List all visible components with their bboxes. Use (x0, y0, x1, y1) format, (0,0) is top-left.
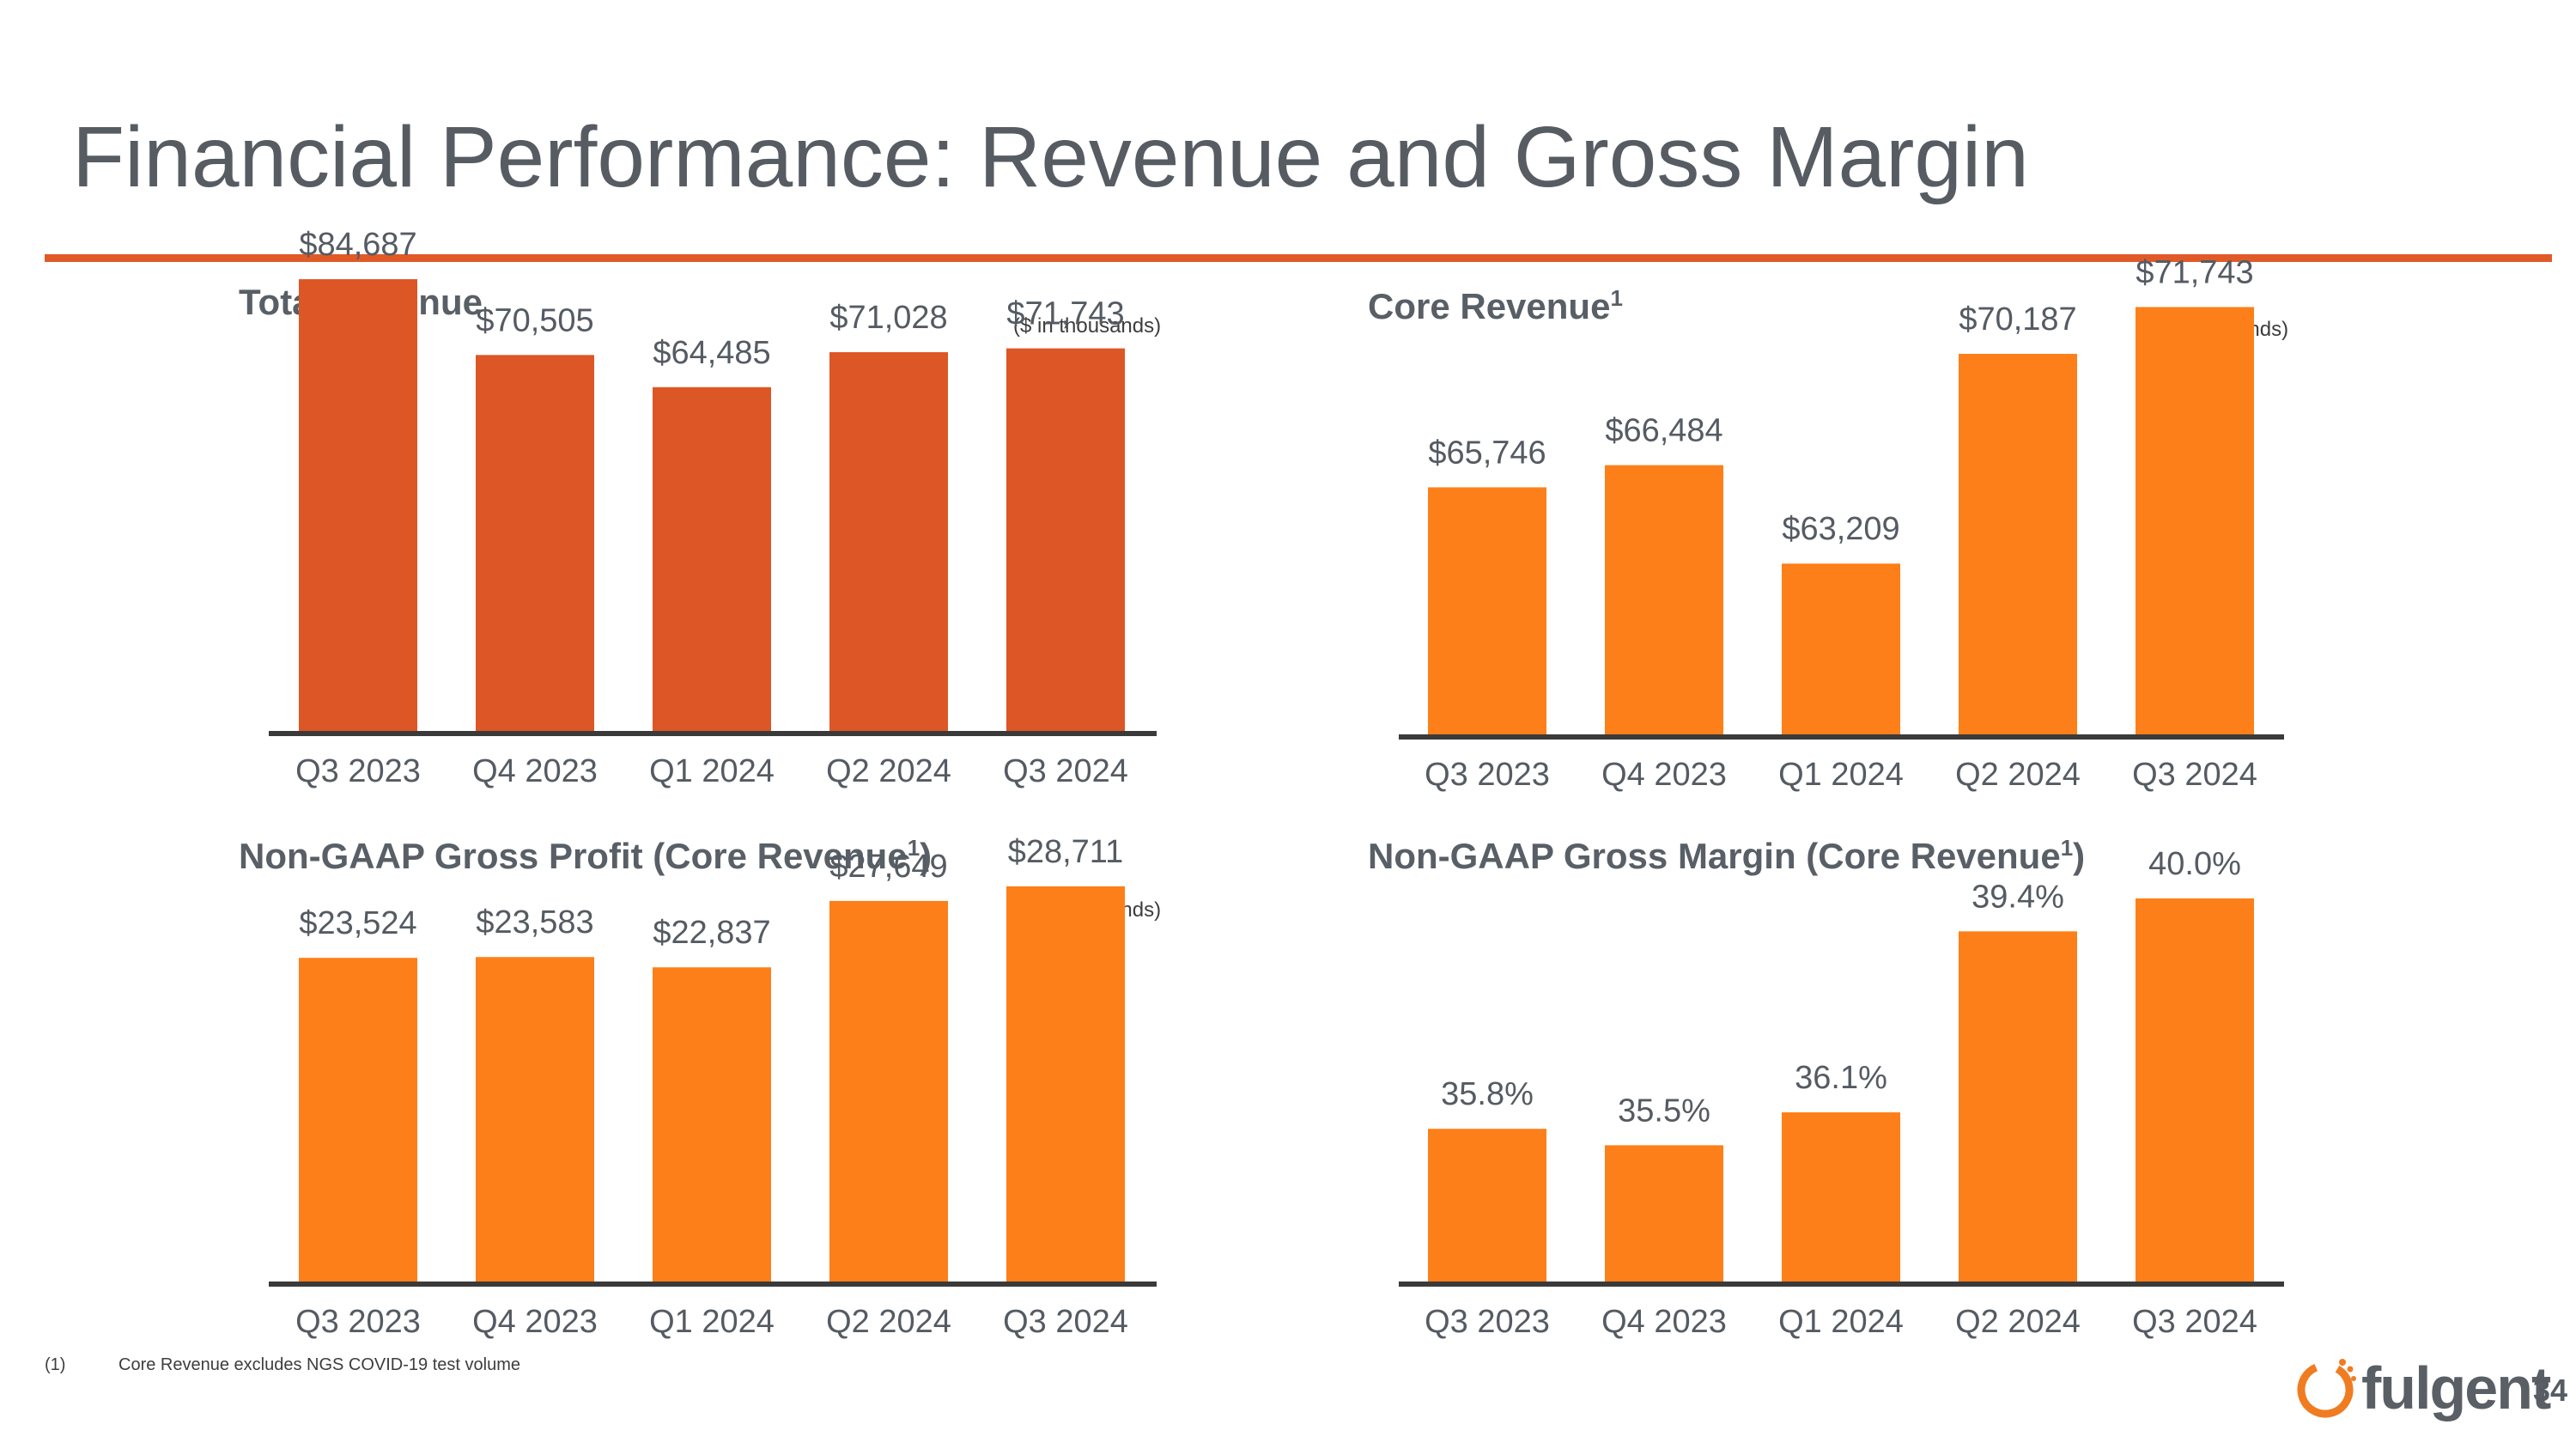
core-revenue-chart: $65,746 Q3 2023 $66,484 Q4 2023 $63,209 Q1 20… (1399, 254, 2284, 793)
gross-profit-footnote-mark: 1 (907, 835, 920, 861)
total_revenue-tick-label: Q3 2023 (295, 753, 421, 789)
gross_profit-bar (653, 967, 771, 1282)
gross_margin-tick-label: Q2 2024 (1955, 1304, 2081, 1340)
gross_profit-tick-label: Q3 2024 (1003, 1304, 1128, 1340)
core_revenue-tick-label: Q2 2024 (1955, 757, 2081, 793)
gross_profit-data-label: $28,711 (1008, 834, 1124, 870)
gross-margin-title: Non-GAAP Gross Margin (Core Revenue1) (1368, 835, 2085, 877)
total_revenue-bar (299, 279, 417, 732)
gross_profit-data-label: $22,837 (653, 915, 770, 951)
gross_margin-data-label: 39.4% (1971, 879, 2064, 915)
footnote-text: Core Revenue excludes NGS COVID-19 test … (118, 1355, 520, 1374)
core_revenue-bar (1782, 563, 1900, 735)
gross_profit-tick-label: Q1 2024 (649, 1304, 775, 1340)
gross_margin-bar (1428, 1129, 1546, 1282)
total_revenue-bar (653, 387, 771, 732)
fulgent-logo: fulgent (2293, 1352, 2551, 1424)
page-number: 34 (2533, 1373, 2568, 1408)
gross_margin-data-label: 35.5% (1618, 1093, 1710, 1129)
core_revenue-data-label: $65,746 (1428, 435, 1546, 471)
footnote-marker: (1) (45, 1355, 66, 1374)
fulgent-logo-wordmark: fulgent (2361, 1355, 2551, 1422)
gross_profit-tick-label: Q4 2023 (472, 1304, 598, 1340)
core_revenue-data-label: $63,209 (1782, 511, 1899, 547)
core_revenue-bar (1959, 353, 2077, 735)
gross_margin-bar (1782, 1112, 1900, 1282)
core_revenue-tick-label: Q3 2024 (2132, 757, 2257, 793)
gross_margin-bar (1959, 931, 2077, 1282)
gross_profit-data-label: $27,649 (829, 849, 947, 885)
gross-profit-title-suffix: ) (920, 836, 933, 876)
core-revenue-footnote-mark: 1 (1610, 285, 1623, 311)
core_revenue-tick-label: Q4 2023 (1601, 757, 1727, 793)
gross_profit-data-label: $23,583 (476, 904, 593, 941)
gross_margin-bar (1605, 1145, 1723, 1282)
gross_margin-tick-label: Q3 2023 (1425, 1304, 1550, 1340)
gross_profit-tick-label: Q3 2023 (295, 1304, 421, 1340)
gross-margin-footnote-mark: 1 (2060, 835, 2074, 861)
gross_margin-tick-label: Q3 2024 (2132, 1304, 2257, 1340)
core_revenue-bar (1428, 487, 1546, 735)
total_revenue-tick-label: Q4 2023 (472, 753, 598, 789)
gross-profit-chart: $23,524 Q3 2023 $23,583 Q4 2023 $22,837 Q1 20… (269, 834, 1157, 1340)
gross_margin-tick-label: Q4 2023 (1601, 1304, 1727, 1340)
total-revenue-unit: ($ in thousands) (1013, 314, 1162, 338)
gross_profit-bar (299, 958, 417, 1282)
total_revenue-bar (476, 355, 594, 732)
core_revenue-tick-label: Q1 2024 (1778, 757, 1904, 793)
gross_profit-tick-label: Q2 2024 (826, 1304, 951, 1340)
core_revenue-bar (2136, 307, 2254, 735)
total_revenue-bar (829, 352, 948, 732)
core_revenue-data-label: $71,743 (2136, 254, 2253, 290)
gross_profit-bar (829, 900, 948, 1282)
total-revenue-chart: $84,687 Q3 2023 $70,505 Q4 2023 $64,485 Q1 20… (269, 227, 1157, 789)
total_revenue-tick-label: Q2 2024 (826, 753, 951, 789)
gross_margin-bar (2136, 898, 2254, 1282)
core-revenue-title: Core Revenue1 (1368, 285, 1623, 327)
footnote: (1) Core Revenue excludes NGS COVID-19 t… (45, 1355, 520, 1375)
gross_margin-tick-label: Q1 2024 (1778, 1304, 1904, 1340)
total_revenue-tick-label: Q1 2024 (649, 753, 775, 789)
title-divider (45, 254, 2552, 262)
gross_profit-bar (476, 957, 594, 1282)
fulgent-logo-icon (2297, 1359, 2356, 1418)
core_revenue-bar (1605, 465, 1723, 735)
total_revenue-data-label: $70,505 (476, 302, 593, 338)
total_revenue-data-label: $71,743 (1006, 296, 1124, 332)
gross-profit-title-text: Non-GAAP Gross Profit (Core Revenue (239, 836, 908, 876)
slide-title: Financial Performance: Revenue and Gross… (72, 109, 2029, 205)
total_revenue-bar (1006, 348, 1125, 732)
gross-profit-title: Non-GAAP Gross Profit (Core Revenue1) (239, 835, 932, 877)
core_revenue-data-label: $70,187 (1959, 301, 2076, 338)
core-revenue-title-text: Core Revenue (1368, 286, 1611, 326)
total_revenue-data-label: $64,485 (653, 335, 770, 371)
gross-margin-title-text: Non-GAAP Gross Margin (Core Revenue (1368, 836, 2061, 876)
gross_margin-data-label: 35.8% (1441, 1076, 1534, 1112)
total_revenue-data-label: $71,028 (829, 300, 947, 336)
gross-margin-chart: 35.8% Q3 2023 35.5% Q4 2023 36.1% Q1 2024 39.4… (1399, 846, 2284, 1340)
gross_profit-bar (1006, 886, 1125, 1282)
gross_margin-data-label: 36.1% (1795, 1060, 1887, 1096)
total_revenue-data-label: $84,687 (299, 227, 416, 263)
total_revenue-tick-label: Q3 2024 (1003, 753, 1128, 789)
gross-margin-title-suffix: ) (2073, 836, 2086, 876)
gross_profit-data-label: $23,524 (299, 905, 416, 941)
core_revenue-tick-label: Q3 2023 (1425, 757, 1550, 793)
gross_margin-data-label: 40.0% (2148, 846, 2241, 882)
core_revenue-data-label: $66,484 (1605, 413, 1722, 449)
